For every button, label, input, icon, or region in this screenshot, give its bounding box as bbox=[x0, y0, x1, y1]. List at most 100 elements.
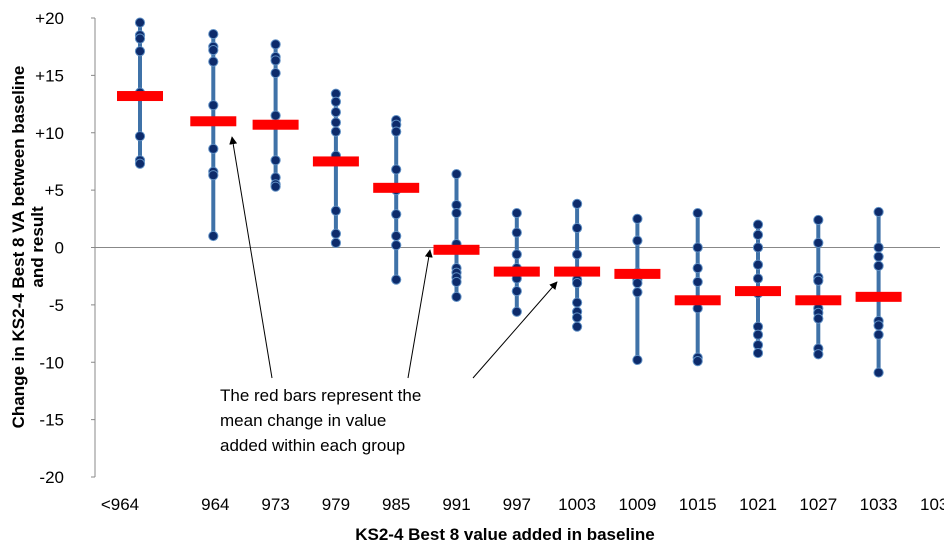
annotation-line-2: mean change in value bbox=[220, 411, 386, 430]
data-point bbox=[752, 329, 764, 340]
data-point bbox=[813, 237, 824, 249]
data-point bbox=[451, 276, 462, 288]
data-point bbox=[752, 347, 764, 359]
mean-bar bbox=[252, 119, 299, 130]
data-point bbox=[330, 117, 341, 128]
axes: +20 +15 +10 +5 0 -5 -10 -15 -20 <964 964 973 979 985 9… bbox=[35, 9, 944, 514]
group-1003 bbox=[554, 198, 601, 332]
data-point bbox=[873, 320, 884, 331]
x-tick-label: 973 bbox=[261, 495, 289, 514]
data-point bbox=[270, 55, 281, 66]
x-axis-title: KS2-4 Best 8 value added in baseline bbox=[355, 525, 655, 544]
x-tick-label: 1003 bbox=[558, 495, 596, 514]
y-tick-label: +5 bbox=[45, 181, 64, 200]
data-point bbox=[752, 219, 764, 230]
data-point bbox=[752, 242, 764, 253]
annotation-line-1: The red bars represent the bbox=[220, 386, 421, 405]
data-marks bbox=[117, 17, 902, 378]
data-point bbox=[692, 263, 703, 274]
data-point bbox=[752, 273, 764, 284]
group-985 bbox=[373, 115, 420, 285]
data-point bbox=[134, 46, 146, 57]
y-tick-label: +15 bbox=[35, 66, 64, 85]
data-point bbox=[692, 276, 703, 288]
annotation-line-3: added within each group bbox=[220, 436, 405, 455]
data-point bbox=[813, 275, 824, 286]
data-point bbox=[208, 56, 219, 67]
data-point bbox=[330, 228, 341, 239]
y-tick-label: -20 bbox=[39, 468, 64, 487]
data-point bbox=[391, 164, 402, 175]
data-point bbox=[752, 229, 764, 240]
data-point bbox=[873, 206, 884, 218]
data-point bbox=[813, 313, 824, 324]
data-point bbox=[813, 349, 824, 360]
mean-bar bbox=[493, 266, 540, 277]
data-point bbox=[873, 260, 884, 271]
mean-bar bbox=[312, 156, 359, 167]
data-point bbox=[692, 242, 703, 253]
data-point bbox=[391, 230, 402, 242]
data-point bbox=[572, 297, 583, 308]
group-991 bbox=[433, 168, 480, 302]
y-tick-label: -10 bbox=[39, 353, 64, 372]
data-point bbox=[391, 209, 402, 220]
mean-bar bbox=[433, 244, 480, 255]
group-997 bbox=[493, 207, 540, 317]
data-point bbox=[632, 213, 643, 224]
data-point bbox=[511, 227, 522, 238]
data-point bbox=[208, 230, 219, 242]
group-964 bbox=[190, 28, 237, 242]
y-tick-label: +10 bbox=[35, 124, 64, 143]
data-point bbox=[511, 249, 522, 260]
x-tick-label: 997 bbox=[503, 495, 531, 514]
data-point bbox=[330, 106, 341, 118]
x-tick-label: 991 bbox=[442, 495, 470, 514]
y-tick-label: +20 bbox=[35, 9, 64, 28]
x-tick-label: 964 bbox=[201, 495, 229, 514]
data-point bbox=[391, 240, 402, 251]
group-1021 bbox=[735, 219, 781, 359]
data-point bbox=[572, 222, 583, 234]
data-point bbox=[572, 321, 583, 332]
group-979 bbox=[312, 88, 359, 249]
data-point bbox=[752, 259, 764, 270]
data-point bbox=[208, 143, 219, 154]
annotation-arrow-3 bbox=[472, 281, 558, 379]
data-point bbox=[572, 277, 583, 289]
annotation-arrow-2 bbox=[407, 249, 433, 379]
data-point bbox=[572, 198, 583, 209]
data-point bbox=[134, 17, 146, 28]
data-point bbox=[873, 242, 884, 253]
data-point bbox=[813, 214, 824, 226]
data-point bbox=[134, 131, 146, 142]
data-point bbox=[873, 251, 884, 262]
x-tick-label: 1021 bbox=[739, 495, 777, 514]
data-point bbox=[632, 277, 643, 289]
x-tick-label: 1033 bbox=[860, 495, 898, 514]
data-point bbox=[572, 312, 583, 323]
data-point bbox=[134, 158, 146, 169]
data-point bbox=[451, 168, 462, 180]
data-point bbox=[511, 306, 522, 317]
y-tick-label: 0 bbox=[55, 239, 64, 258]
data-point bbox=[270, 39, 281, 50]
data-point bbox=[511, 286, 522, 297]
x-tick-label: 1039 bbox=[920, 495, 944, 514]
data-point bbox=[873, 367, 884, 378]
data-point bbox=[330, 205, 341, 216]
annotation: The red bars represent the mean change i… bbox=[220, 136, 558, 455]
data-point bbox=[270, 181, 281, 192]
y-axis-title-line-1: Change in KS2-4 Best 8 VA between baseli… bbox=[9, 66, 28, 429]
mean-bar bbox=[190, 116, 237, 127]
data-point bbox=[632, 235, 643, 246]
data-point bbox=[270, 110, 281, 121]
mean-bar bbox=[373, 182, 420, 193]
data-point bbox=[270, 155, 281, 166]
data-point bbox=[208, 28, 219, 40]
data-point bbox=[330, 237, 341, 249]
data-point bbox=[391, 126, 402, 137]
data-point bbox=[330, 126, 341, 137]
x-tick-label: 1009 bbox=[618, 495, 656, 514]
mean-bar bbox=[554, 266, 601, 277]
